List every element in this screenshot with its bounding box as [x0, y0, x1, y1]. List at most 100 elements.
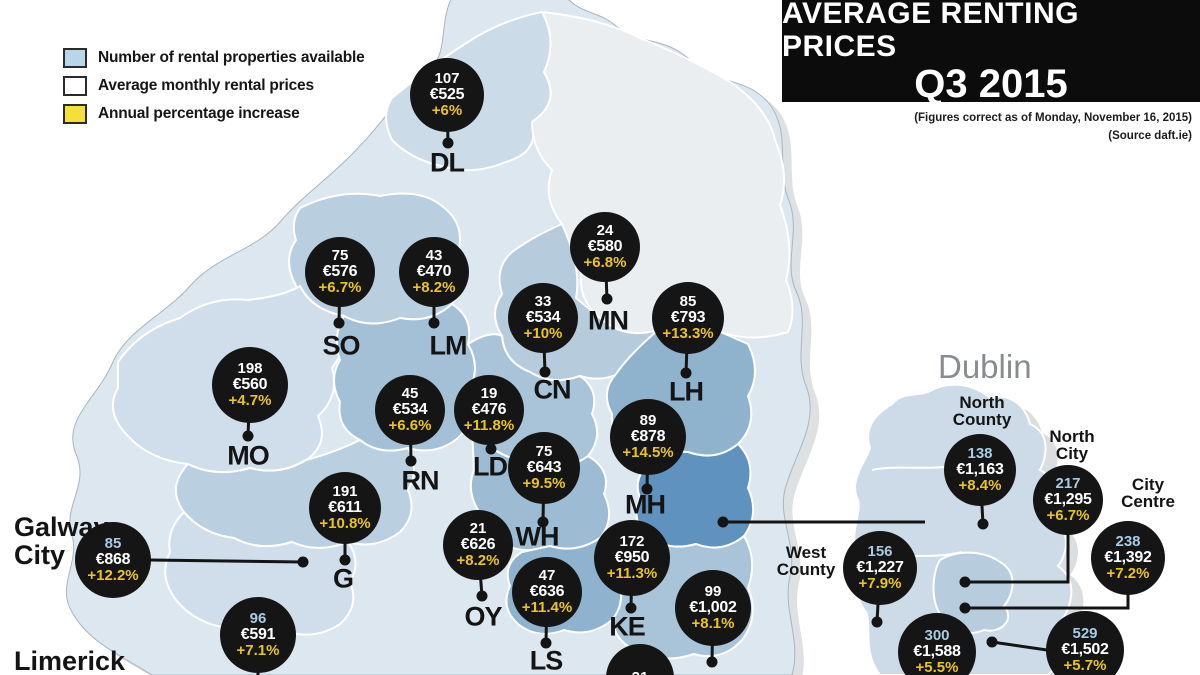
legend-row-prices: Average monthly rental prices — [63, 76, 365, 96]
legend-label: Number of rental properties available — [98, 49, 365, 66]
county-bubble-LS: 47 €636 +11.4% — [512, 557, 582, 627]
properties-count: 21 — [469, 519, 487, 537]
annual-increase: +13.3% — [662, 325, 714, 343]
limerick-label: Limerick — [14, 646, 126, 675]
county-bubble-CN: 33 €534 +10% — [508, 283, 578, 353]
north-county-label: North County — [952, 393, 1012, 430]
county-bubble-limerick-city: 96 €591 +7.1% — [220, 597, 296, 673]
rent-price: €636 — [529, 582, 565, 600]
annual-increase: +6.6% — [388, 417, 432, 435]
annual-increase: +8.2% — [456, 552, 500, 570]
properties-count: 529 — [1072, 624, 1098, 642]
properties-count: 107 — [434, 69, 460, 87]
county-code-LD: LD — [473, 451, 508, 482]
rent-price: €643 — [526, 458, 562, 476]
rent-price: €1,227 — [856, 558, 904, 576]
rent-price: €525 — [429, 85, 465, 103]
page-title: AVERAGE RENTING PRICES — [782, 0, 1079, 63]
increase-swatch-icon — [63, 104, 87, 124]
properties-count: 156 — [867, 542, 893, 560]
properties-count: 19 — [480, 384, 498, 402]
title-box: AVERAGE RENTING PRICES Q3 2015 — [782, 0, 1200, 106]
properties-count: 191 — [332, 482, 358, 500]
county-bubble-dublin-city-centre: 238 €1,392 +7.2% — [1091, 521, 1165, 595]
properties-count: 300 — [924, 626, 950, 644]
county-bubble-KE: 172 €950 +11.3% — [594, 520, 670, 596]
page-subtitle: Q3 2015 — [914, 62, 1068, 106]
rent-price: €793 — [670, 308, 706, 326]
source-note: (Figures correct as of Monday, November … — [914, 110, 1192, 146]
county-code-CN: CN — [533, 374, 572, 405]
county-code-LS: LS — [529, 645, 564, 675]
rent-price: €1,163 — [956, 460, 1004, 478]
annual-increase: +5.5% — [915, 659, 959, 675]
rent-price: €476 — [471, 400, 507, 418]
annual-increase: +7.2% — [1106, 565, 1150, 583]
rent-price: €950 — [614, 548, 650, 566]
annual-increase: +11.3% — [606, 565, 658, 583]
west-county-label: West County — [776, 543, 836, 580]
annual-increase: +9.5% — [522, 475, 566, 493]
county-bubble-WH: 75 €643 +9.5% — [508, 432, 580, 504]
source-credit: (Source daft.ie) — [1108, 129, 1192, 142]
legend: Number of rental properties available Av… — [63, 48, 365, 132]
properties-count: 99 — [704, 582, 722, 600]
county-bubble-MO: 198 €560 +4.7% — [212, 347, 288, 423]
properties-count: 31 — [632, 670, 649, 675]
county-code-MH: MH — [625, 489, 666, 520]
rent-price: €1,295 — [1044, 490, 1092, 508]
rent-price: €1,002 — [689, 598, 737, 616]
city-centre-label: City Centre — [1121, 475, 1175, 512]
properties-count: 89 — [639, 411, 657, 429]
north-city-label: North City — [1049, 427, 1095, 464]
rent-price: €470 — [416, 262, 452, 280]
rent-price: €534 — [392, 400, 428, 418]
county-bubble-galway-city: 85 €868 +12.2% — [75, 522, 151, 598]
properties-count: 217 — [1055, 474, 1081, 492]
annual-increase: +10.8% — [319, 515, 371, 533]
annual-increase: +8.2% — [412, 279, 456, 297]
county-bubble-OY: 21 €626 +8.2% — [443, 510, 513, 580]
properties-count: 198 — [237, 359, 263, 377]
properties-count: 238 — [1115, 532, 1141, 550]
properties-count: 85 — [104, 534, 122, 552]
county-bubble-LD: 19 €476 +11.8% — [454, 375, 524, 445]
annual-increase: +7.9% — [858, 575, 902, 593]
annual-increase: +5.7% — [1063, 657, 1107, 675]
county-bubble-SO: 75 €576 +6.7% — [305, 237, 375, 307]
county-code-RN: RN — [401, 465, 440, 496]
county-bubble-MN: 24 €580 +6.8% — [570, 212, 640, 282]
annual-increase: +6.7% — [318, 279, 362, 297]
county-code-MO: MO — [227, 440, 269, 471]
county-code-WH: WH — [515, 521, 560, 552]
annual-increase: +11.4% — [521, 599, 573, 617]
county-code-KE: KE — [609, 611, 646, 642]
properties-count: 33 — [534, 292, 552, 310]
county-bubble-dublin-529: 529 €1,502 +5.7% — [1046, 611, 1124, 675]
annual-increase: +14.5% — [622, 444, 674, 462]
properties-count: 47 — [538, 566, 556, 584]
rent-price: €591 — [240, 625, 276, 643]
county-bubble-G: 191 €611 +10.8% — [309, 472, 381, 544]
figures-note: (Figures correct as of Monday, November … — [914, 112, 1192, 124]
legend-row-properties: Number of rental properties available — [63, 48, 365, 68]
legend-label: Annual percentage increase — [98, 105, 300, 122]
properties-count: 45 — [401, 384, 419, 402]
properties-count: 96 — [249, 609, 267, 627]
county-code-SO: SO — [322, 330, 360, 361]
county-bubble-WW: 99 €1,002 +8.1% — [675, 570, 751, 646]
dublin-label: Dublin — [938, 348, 1032, 385]
properties-count: 172 — [619, 532, 645, 550]
county-code-LM: LM — [429, 330, 468, 361]
rent-price: €1,588 — [913, 642, 961, 660]
properties-count: 43 — [425, 246, 443, 264]
galway-city-label: Galway City — [14, 512, 109, 570]
county-bubble-dublin-north-city: 217 €1,295 +6.7% — [1033, 465, 1103, 535]
rent-price: €611 — [328, 498, 362, 516]
rent-price: €576 — [322, 262, 358, 280]
county-bubble-MH: 89 €878 +14.5% — [610, 399, 686, 475]
annual-increase: +8.4% — [958, 477, 1002, 495]
properties-count: 75 — [535, 442, 553, 460]
county-bubble-dublin-west-county: 156 €1,227 +7.9% — [843, 531, 917, 605]
